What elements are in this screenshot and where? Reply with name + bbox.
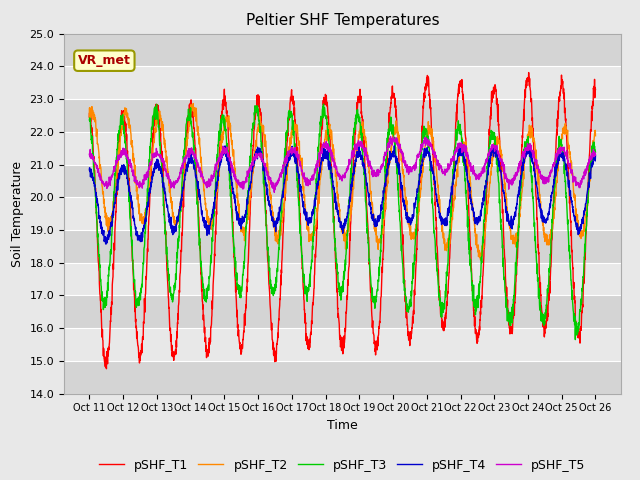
pSHF_T3	[572, 337, 579, 343]
pSHF_T2	[490, 154, 497, 160]
pSHF_T4	[490, 154, 497, 159]
pSHF_T5	[490, 142, 497, 148]
pSHF_T1	[547, 258, 555, 264]
pSHF_T1	[357, 93, 365, 99]
Text: VR_met: VR_met	[78, 54, 131, 67]
pSHF_T5	[387, 134, 394, 140]
pSHF_T2	[561, 120, 569, 126]
pSHF_T2	[591, 133, 599, 139]
Bar	[64, 66, 621, 99]
pSHF_T5	[86, 151, 93, 157]
pSHF_T2	[477, 257, 484, 263]
pSHF_T2	[368, 199, 376, 205]
pSHF_T5	[357, 142, 365, 147]
pSHF_T5	[227, 159, 234, 165]
pSHF_T3	[368, 286, 376, 291]
Bar	[64, 295, 621, 328]
pSHF_T4	[102, 241, 109, 247]
pSHF_T2	[547, 232, 555, 238]
pSHF_T3	[227, 193, 234, 199]
pSHF_T1	[490, 93, 497, 98]
pSHF_T4	[357, 156, 365, 162]
Line: pSHF_T1: pSHF_T1	[90, 72, 595, 369]
X-axis label: Time: Time	[327, 419, 358, 432]
pSHF_T3	[86, 117, 93, 123]
pSHF_T4	[547, 192, 555, 198]
Legend: pSHF_T1, pSHF_T2, pSHF_T3, pSHF_T4, pSHF_T5: pSHF_T1, pSHF_T2, pSHF_T3, pSHF_T4, pSHF…	[94, 454, 591, 477]
pSHF_T5	[547, 168, 555, 174]
pSHF_T3	[591, 149, 599, 155]
Line: pSHF_T4: pSHF_T4	[90, 146, 595, 244]
Title: Peltier SHF Temperatures: Peltier SHF Temperatures	[246, 13, 439, 28]
Bar	[64, 328, 621, 361]
Line: pSHF_T5: pSHF_T5	[90, 137, 595, 192]
pSHF_T1	[86, 114, 93, 120]
Bar	[64, 165, 621, 197]
Bar	[64, 197, 621, 230]
Y-axis label: Soil Temperature: Soil Temperature	[11, 161, 24, 266]
pSHF_T1	[368, 312, 376, 318]
pSHF_T1	[561, 115, 569, 120]
pSHF_T5	[271, 190, 278, 195]
pSHF_T2	[86, 115, 93, 120]
pSHF_T3	[490, 132, 497, 138]
pSHF_T2	[189, 101, 197, 107]
Line: pSHF_T2: pSHF_T2	[90, 104, 595, 260]
pSHF_T4	[86, 167, 93, 173]
Bar	[64, 263, 621, 295]
pSHF_T1	[102, 366, 110, 372]
pSHF_T3	[547, 237, 555, 243]
pSHF_T2	[357, 127, 365, 132]
pSHF_T2	[227, 133, 234, 139]
Bar	[64, 230, 621, 263]
pSHF_T1	[525, 70, 532, 75]
Bar	[64, 99, 621, 132]
Bar	[64, 132, 621, 165]
Bar	[64, 34, 621, 66]
pSHF_T4	[591, 153, 599, 159]
pSHF_T3	[357, 130, 365, 136]
pSHF_T5	[368, 165, 376, 170]
pSHF_T4	[390, 143, 398, 149]
pSHF_T5	[591, 152, 599, 158]
Line: pSHF_T3: pSHF_T3	[90, 104, 595, 340]
Bar	[64, 361, 621, 394]
pSHF_T3	[561, 176, 569, 181]
pSHF_T1	[227, 170, 234, 176]
pSHF_T5	[561, 149, 569, 155]
pSHF_T4	[227, 168, 234, 174]
pSHF_T4	[368, 212, 376, 217]
pSHF_T4	[561, 161, 569, 167]
pSHF_T1	[591, 86, 599, 92]
pSHF_T3	[320, 101, 328, 107]
